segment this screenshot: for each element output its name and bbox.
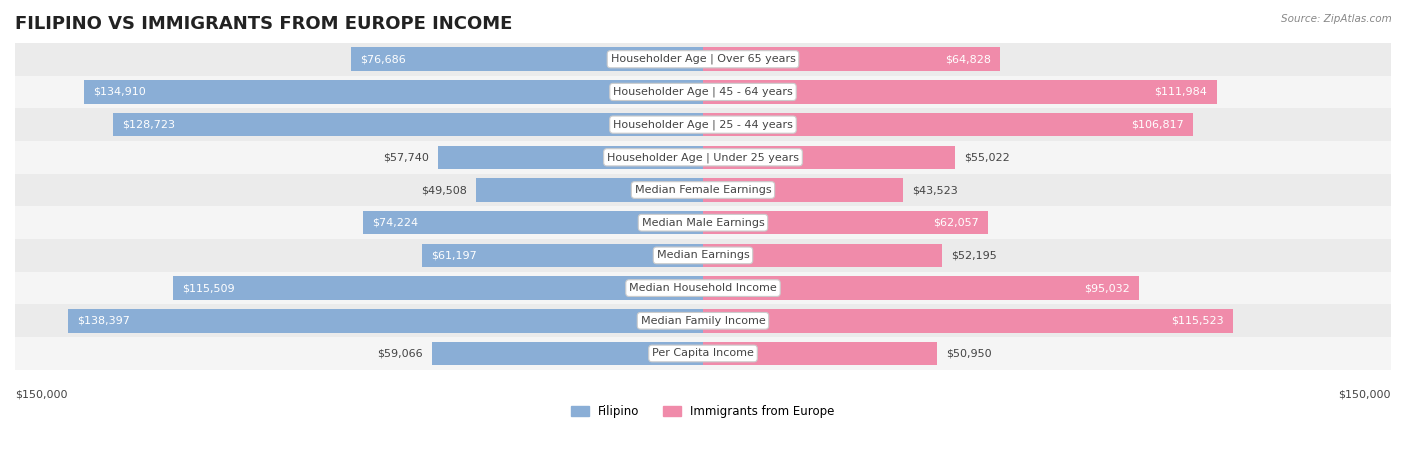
Bar [15,174,1391,206]
Bar [439,146,703,169]
Text: $43,523: $43,523 [912,185,957,195]
Bar [703,178,903,202]
Bar [173,276,703,300]
Bar [15,141,1391,174]
Bar [703,80,1216,104]
Text: $115,509: $115,509 [183,283,235,293]
Text: Householder Age | Under 25 years: Householder Age | Under 25 years [607,152,799,163]
Bar [422,244,703,267]
Text: $106,817: $106,817 [1130,120,1184,130]
Text: Median Earnings: Median Earnings [657,250,749,261]
Bar [15,337,1391,370]
Text: $128,723: $128,723 [122,120,174,130]
Text: Median Household Income: Median Household Income [628,283,778,293]
Text: $61,197: $61,197 [432,250,477,261]
Text: $52,195: $52,195 [952,250,997,261]
Text: $76,686: $76,686 [360,54,406,64]
Bar [112,113,703,136]
Bar [703,244,942,267]
Bar [84,80,703,104]
Text: $111,984: $111,984 [1154,87,1208,97]
Text: Per Capita Income: Per Capita Income [652,348,754,359]
Bar [703,113,1192,136]
Bar [15,239,1391,272]
Bar [69,309,703,333]
Text: $138,397: $138,397 [77,316,131,326]
Text: $62,057: $62,057 [932,218,979,228]
Text: $134,910: $134,910 [93,87,146,97]
Text: $55,022: $55,022 [965,152,1011,163]
Text: $59,066: $59,066 [377,348,423,359]
Bar [15,43,1391,76]
Text: Median Female Earnings: Median Female Earnings [634,185,772,195]
Text: Householder Age | 25 - 44 years: Householder Age | 25 - 44 years [613,120,793,130]
Text: FILIPINO VS IMMIGRANTS FROM EUROPE INCOME: FILIPINO VS IMMIGRANTS FROM EUROPE INCOM… [15,15,512,33]
Bar [15,272,1391,304]
Bar [703,48,1000,71]
Bar [475,178,703,202]
Bar [703,342,936,365]
Text: Householder Age | 45 - 64 years: Householder Age | 45 - 64 years [613,87,793,97]
Bar [432,342,703,365]
Bar [703,276,1139,300]
Text: Source: ZipAtlas.com: Source: ZipAtlas.com [1281,14,1392,24]
Bar [352,48,703,71]
Text: $115,523: $115,523 [1171,316,1223,326]
Text: $150,000: $150,000 [1339,389,1391,399]
Text: Median Family Income: Median Family Income [641,316,765,326]
Bar [703,211,987,234]
Bar [15,108,1391,141]
Bar [363,211,703,234]
Text: $50,950: $50,950 [946,348,991,359]
Bar [703,146,955,169]
Text: $74,224: $74,224 [371,218,418,228]
Text: $49,508: $49,508 [420,185,467,195]
Text: $150,000: $150,000 [15,389,67,399]
Text: Householder Age | Over 65 years: Householder Age | Over 65 years [610,54,796,64]
Bar [703,309,1233,333]
Bar [15,76,1391,108]
Text: $57,740: $57,740 [382,152,429,163]
Bar [15,304,1391,337]
Bar [15,206,1391,239]
Text: $64,828: $64,828 [945,54,991,64]
Text: Median Male Earnings: Median Male Earnings [641,218,765,228]
Text: $95,032: $95,032 [1084,283,1129,293]
Legend: Filipino, Immigrants from Europe: Filipino, Immigrants from Europe [567,400,839,423]
